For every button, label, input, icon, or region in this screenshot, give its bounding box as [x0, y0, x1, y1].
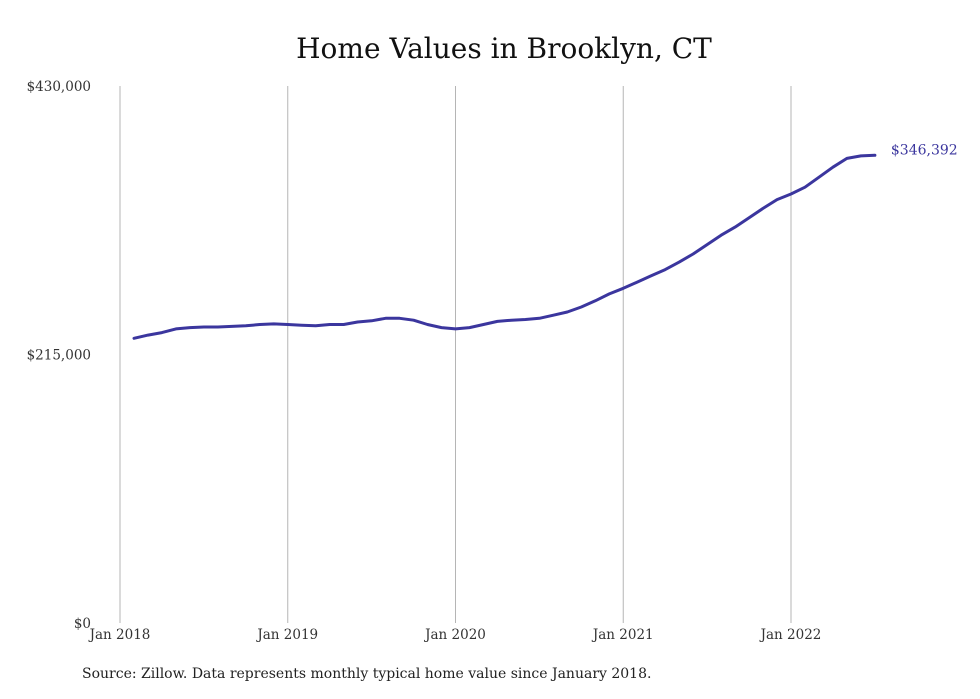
- x-axis-ticks: Jan 2018 Jan 2019 Jan 2020 Jan 2021 Jan 2022: [88, 627, 822, 643]
- y-tick-label: $0: [74, 616, 91, 632]
- y-tick-label: $430,000: [27, 79, 91, 95]
- x-tick-label: Jan 2019: [255, 627, 318, 643]
- x-tick-label: Jan 2018: [88, 627, 151, 643]
- vertical-gridlines: [119, 86, 792, 623]
- x-tick-label: Jan 2021: [591, 627, 654, 643]
- y-tick-label: $215,000: [27, 348, 91, 364]
- x-tick-label: Jan 2020: [423, 627, 486, 643]
- y-axis-ticks: $0 $215,000 $430,000: [27, 79, 91, 632]
- x-tick-label: Jan 2022: [759, 627, 822, 643]
- series-line: [132, 153, 877, 340]
- chart-title: Home Values in Brooklyn, CT: [296, 32, 712, 65]
- source-note: Source: Zillow. Data represents monthly …: [82, 666, 652, 682]
- end-value-label: $346,392: [891, 142, 958, 158]
